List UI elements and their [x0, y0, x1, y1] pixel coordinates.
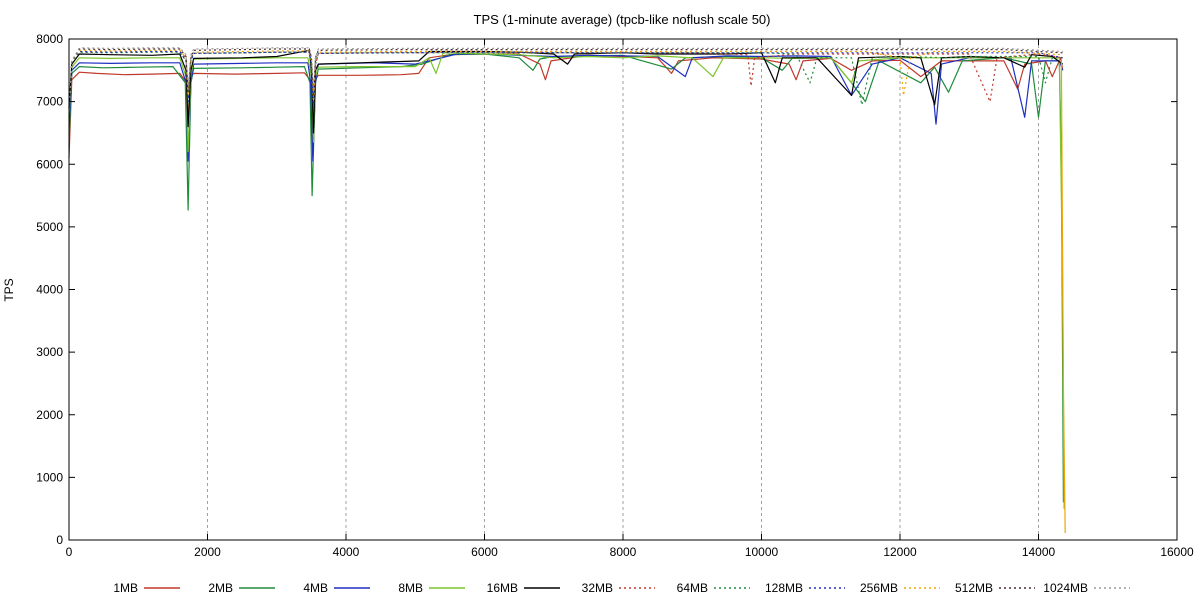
x-tick-label-6000: 6000 — [471, 545, 498, 559]
legend-label-64mb: 64MB — [677, 581, 708, 595]
y-tick-label-2000: 2000 — [36, 408, 63, 422]
series-lines — [68, 47, 1066, 534]
series-line-unlabeled-11 — [1060, 60, 1066, 534]
series-line-2mb — [68, 53, 1064, 503]
legend-label-256mb: 256MB — [860, 581, 898, 595]
x-axis-ticks: 0 2000 4000 6000 8000 10000 12000 14000 16000 — [66, 39, 1194, 559]
y-tick-label-0: 0 — [56, 533, 63, 547]
x-tick-label-8000: 8000 — [610, 545, 637, 559]
y-tick-label-4000: 4000 — [36, 283, 63, 297]
y-axis-title: TPS — [2, 278, 16, 301]
legend-label-1mb: 1MB — [113, 581, 138, 595]
series-line-4mb — [68, 53, 1064, 162]
x-gridlines — [207, 39, 1039, 540]
series-line-512mb — [68, 48, 1063, 108]
legend-label-4mb: 4MB — [303, 581, 328, 595]
legend-label-512mb: 512MB — [955, 581, 993, 595]
x-tick-label-4000: 4000 — [333, 545, 360, 559]
y-axis-ticks: 0 1000 2000 3000 4000 5000 6000 7000 8000 — [36, 32, 1177, 547]
x-tick-label-0: 0 — [66, 545, 73, 559]
legend-label-1024mb: 1024MB — [1043, 581, 1088, 595]
x-tick-label-10000: 10000 — [745, 545, 779, 559]
y-tick-label-6000: 6000 — [36, 157, 63, 171]
y-tick-label-7000: 7000 — [36, 95, 63, 109]
series-line-16mb — [68, 49, 1064, 134]
plot-frame — [68, 38, 1178, 541]
legend-label-128mb: 128MB — [765, 581, 803, 595]
y-tick-label-8000: 8000 — [36, 32, 63, 46]
legend-label-2mb: 2MB — [208, 581, 233, 595]
series-line-64mb — [68, 51, 1063, 109]
series-line-256mb — [68, 49, 1063, 108]
x-tick-label-16000: 16000 — [1160, 545, 1194, 559]
chart-title: TPS (1-minute average) (tpcb-like noflus… — [474, 12, 771, 27]
x-tick-label-14000: 14000 — [1022, 545, 1056, 559]
y-tick-label-1000: 1000 — [36, 470, 63, 484]
y-tick-label-3000: 3000 — [36, 345, 63, 359]
series-line-1mb — [68, 53, 1064, 159]
series-line-8mb — [68, 52, 1065, 509]
x-tick-label-2000: 2000 — [194, 545, 221, 559]
x-tick-label-12000: 12000 — [883, 545, 917, 559]
series-line-128mb — [68, 50, 1063, 109]
legend-label-32mb: 32MB — [582, 581, 613, 595]
legend-label-8mb: 8MB — [398, 581, 423, 595]
legend-label-16mb: 16MB — [487, 581, 518, 595]
y-tick-label-5000: 5000 — [36, 220, 63, 234]
legend: 1MB 2MB 4MB 8MB 16MB 32MB 64MB 128MB 256MB 512MB 1… — [113, 581, 1130, 595]
